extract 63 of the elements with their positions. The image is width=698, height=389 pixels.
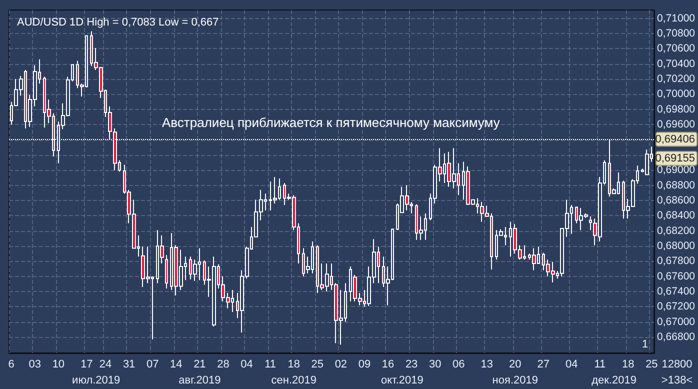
y-tick-label: 0,67400 [657,286,696,298]
x-tick-label: 07 [146,358,159,370]
x-tick-label: 20 [509,358,522,370]
x-tick-label: 24 [99,358,112,370]
x-tick-label: 27 [537,358,550,370]
text: авг.2019 [178,374,221,386]
y-tick-label: 0,69600 [657,118,696,131]
ref-line-label: 0,69406 [655,133,695,146]
text: дек.2019 [592,374,636,386]
x-tick-label: 23 [405,358,418,370]
x-tick-label: 18 [288,358,300,370]
y-tick-label: 0,66800 [657,331,696,344]
text: 12800 [662,358,692,370]
y-tick-label: 0,68600 [657,194,696,206]
x-tick-label: 11 [594,358,606,370]
x-tick-label: 09 [358,358,371,370]
candlestick [532,248,536,271]
y-tick-label: 0,68200 [657,224,696,237]
x-tick-label: 03 [28,358,42,370]
x-tick-label: 13 [480,358,494,370]
x-tick-label: 30 [428,358,442,370]
y-tick-label: 0,70600 [657,42,696,55]
x-tick-label: 02 [334,358,348,370]
y-tick-label: 0,68000 [657,240,696,252]
x-tick-label: 04 [240,358,253,370]
text: Австралиец приближается к пятимесячному максимуму [162,115,500,130]
y-tick-label: 0,67800 [657,255,696,268]
text: окт.2019 [380,374,424,386]
x-tick-label: 31 [122,358,136,370]
x-tick-label: 18 [622,358,634,370]
x-tick-label: 16 [382,358,394,370]
x-tick-label: 21 [194,358,206,370]
y-tick-label: 0,70400 [657,58,696,70]
x-tick-label: 25 [311,358,324,370]
x-tick-label: 06 [452,358,465,370]
x-tick-label: 28 [217,358,230,370]
y-tick-label: 0,70200 [657,73,696,86]
x-tick-label: 17 [80,358,93,370]
text: >138< [661,374,693,386]
y-tick-label: 0,70800 [657,28,696,40]
annotation: 1 [642,338,648,350]
text: ноя.2019 [492,374,538,386]
text: июл.2019 [72,374,120,386]
x-tick-label: 10 [52,358,65,370]
y-tick-label: 0,69000 [657,164,696,176]
y-tick-label: 0,67000 [657,316,696,328]
y-tick-label: 0,69800 [657,103,696,116]
y-tick-label: 0,68800 [657,179,696,192]
x-tick-label: 14 [170,358,182,370]
x-tick-label: 11 [264,358,276,370]
candlestick [645,149,649,176]
x-tick-label: 25 [646,358,658,370]
annotation: 0,69155 [655,152,695,164]
y-tick-label: 0,70000 [657,88,696,100]
x-tick-label: 6 [8,358,14,370]
x-tick-label: 04 [566,358,578,370]
y-tick-label: 0,68400 [657,210,696,222]
y-tick-label: 0,67600 [657,270,696,282]
y-tick-label: 0,67200 [657,300,696,313]
y-tick-label: 0,71000 [657,12,696,24]
text: сен.2019 [271,374,316,386]
candlestick [165,254,168,289]
text: AUD/USD 1D High = 0,7083 Low = 0,667 [17,16,219,28]
